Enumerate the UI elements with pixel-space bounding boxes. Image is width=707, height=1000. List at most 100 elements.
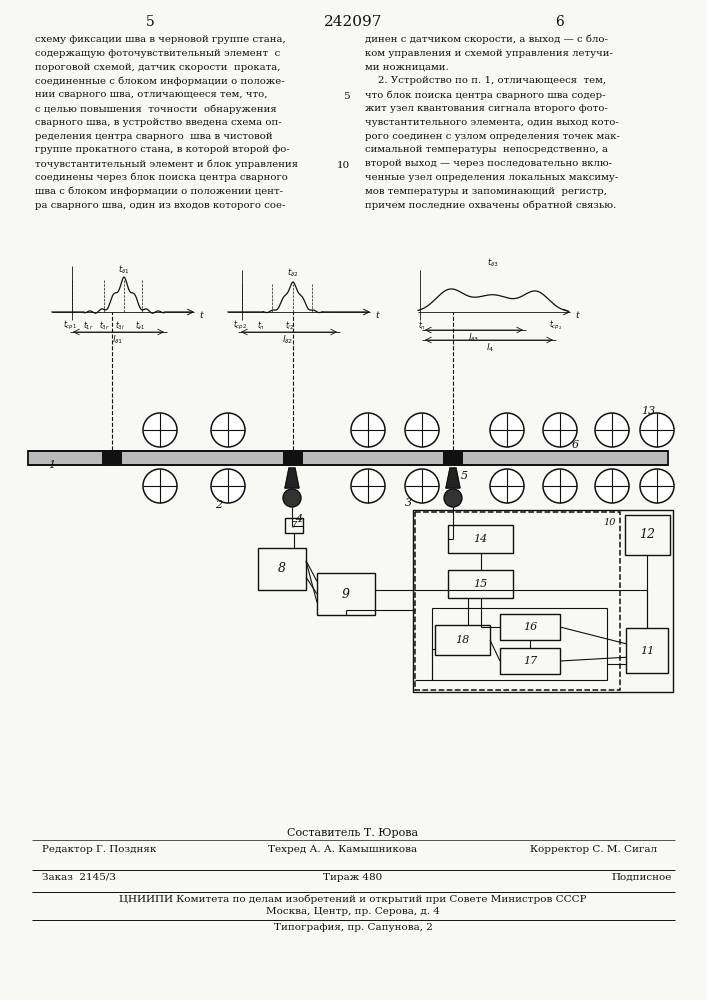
Text: что блок поиска центра сварного шва содер-: что блок поиска центра сварного шва соде… xyxy=(365,90,605,100)
Text: Заказ  2145/3: Заказ 2145/3 xyxy=(42,873,116,882)
Circle shape xyxy=(211,413,245,447)
Text: мов температуры и запоминающий  регистр,: мов температуры и запоминающий регистр, xyxy=(365,187,607,196)
Circle shape xyxy=(211,469,245,503)
Text: ра сварного шва, один из входов которого сое-: ра сварного шва, один из входов которого… xyxy=(35,201,286,210)
Bar xyxy=(625,515,670,555)
Text: 17: 17 xyxy=(523,656,537,666)
Bar xyxy=(283,450,303,466)
Text: 10: 10 xyxy=(604,518,616,527)
Text: с целью повышения  точности  обнаружения: с целью повышения точности обнаружения xyxy=(35,104,276,113)
Text: $l_4$: $l_4$ xyxy=(486,342,494,355)
Text: 15: 15 xyxy=(474,579,488,589)
Text: 1: 1 xyxy=(48,460,55,470)
Text: $t_{\partial3}$: $t_{\partial3}$ xyxy=(487,256,499,269)
Circle shape xyxy=(595,469,629,503)
Circle shape xyxy=(595,413,629,447)
Text: $t_n$: $t_n$ xyxy=(257,319,265,332)
Text: динен с датчиком скорости, а выход — с бло-: динен с датчиком скорости, а выход — с б… xyxy=(365,35,608,44)
Circle shape xyxy=(283,489,301,507)
Bar xyxy=(626,628,668,673)
Text: $t_{\partial1}$: $t_{\partial1}$ xyxy=(118,263,129,276)
Circle shape xyxy=(143,469,177,503)
Text: 5: 5 xyxy=(461,471,468,481)
Text: чувстантительного элемента, один выход кото-: чувстантительного элемента, один выход к… xyxy=(365,118,619,127)
Text: нии сварного шва, отличающееся тем, что,: нии сварного шва, отличающееся тем, что, xyxy=(35,90,267,99)
Text: 8: 8 xyxy=(278,562,286,576)
Bar xyxy=(448,525,513,553)
Text: 7: 7 xyxy=(291,521,297,530)
Bar xyxy=(448,570,513,598)
Text: Тираж 480: Тираж 480 xyxy=(323,873,382,882)
Text: $l_{\partial2}$: $l_{\partial2}$ xyxy=(282,334,293,347)
Text: содержащую фоточувствительный элемент  с: содержащую фоточувствительный элемент с xyxy=(35,49,280,58)
Text: 3: 3 xyxy=(405,498,412,508)
Text: 18: 18 xyxy=(455,635,469,645)
Polygon shape xyxy=(446,468,460,488)
Text: ЦНИИПИ Комитета по делам изобретений и открытий при Совете Министров СССР: ЦНИИПИ Комитета по делам изобретений и о… xyxy=(119,894,587,904)
Bar xyxy=(432,608,607,680)
Circle shape xyxy=(490,413,524,447)
Circle shape xyxy=(543,469,577,503)
Polygon shape xyxy=(285,468,299,488)
Circle shape xyxy=(490,469,524,503)
Text: сварного шва, в устройство введена схема оп-: сварного шва, в устройство введена схема… xyxy=(35,118,281,127)
Circle shape xyxy=(351,469,385,503)
Text: ченные узел определения локальных максиму-: ченные узел определения локальных максим… xyxy=(365,173,618,182)
Text: точувстантительный элемент и блок управления: точувстантительный элемент и блок управл… xyxy=(35,159,298,169)
Text: $t_{cp1}$: $t_{cp1}$ xyxy=(63,319,77,332)
Text: 2: 2 xyxy=(215,500,222,510)
Text: ком управления и схемой управления летучи-: ком управления и схемой управления летуч… xyxy=(365,49,613,58)
Bar xyxy=(28,451,668,465)
Bar xyxy=(102,450,122,466)
Text: соединены через блок поиска центра сварного: соединены через блок поиска центра сварн… xyxy=(35,173,288,182)
Text: t: t xyxy=(199,310,203,320)
Text: $l_{\partial3}$: $l_{\partial3}$ xyxy=(468,332,479,344)
Text: группе прокатного стана, в которой второй фо-: группе прокатного стана, в которой второ… xyxy=(35,145,290,154)
Bar xyxy=(413,510,673,692)
Circle shape xyxy=(640,469,674,503)
Circle shape xyxy=(405,469,439,503)
Text: соединенные с блоком информации о положе-: соединенные с блоком информации о положе… xyxy=(35,76,285,86)
Text: Редактор Г. Поздняк: Редактор Г. Поздняк xyxy=(42,845,156,854)
Text: $t_{\partial1}$: $t_{\partial1}$ xyxy=(135,319,146,332)
Circle shape xyxy=(405,413,439,447)
Text: рого соединен с узлом определения точек мак-: рого соединен с узлом определения точек … xyxy=(365,132,620,141)
Text: $t_{cp_2}$: $t_{cp_2}$ xyxy=(549,319,563,332)
Text: 16: 16 xyxy=(523,622,537,632)
Bar xyxy=(435,625,490,655)
Circle shape xyxy=(640,413,674,447)
Text: t: t xyxy=(575,310,579,320)
Text: 12: 12 xyxy=(640,528,655,542)
Text: 9: 9 xyxy=(342,587,350,600)
Text: 5: 5 xyxy=(344,92,350,101)
Text: $t_{\partial2}$: $t_{\partial2}$ xyxy=(287,266,299,279)
Text: 10: 10 xyxy=(337,161,350,170)
Text: Москва, Центр, пр. Серова, д. 4: Москва, Центр, пр. Серова, д. 4 xyxy=(266,907,440,916)
Text: 13: 13 xyxy=(641,406,655,416)
Text: 5: 5 xyxy=(146,15,154,29)
Text: шва с блоком информации о положении цент-: шва с блоком информации о положении цент… xyxy=(35,187,283,196)
Text: пороговой схемой, датчик скорости  проката,: пороговой схемой, датчик скорости прокат… xyxy=(35,63,281,72)
Text: $t_{3l}$: $t_{3l}$ xyxy=(115,319,125,332)
Text: жит узел квантования сигнала второго фото-: жит узел квантования сигнала второго фот… xyxy=(365,104,608,113)
Text: 14: 14 xyxy=(474,534,488,544)
Text: Корректор С. М. Сигал: Корректор С. М. Сигал xyxy=(530,845,657,854)
Bar xyxy=(500,614,560,640)
Text: 4: 4 xyxy=(295,514,302,524)
Circle shape xyxy=(351,413,385,447)
Text: схему фиксации шва в черновой группе стана,: схему фиксации шва в черновой группе ста… xyxy=(35,35,286,44)
Text: 11: 11 xyxy=(640,646,654,656)
Text: t: t xyxy=(375,310,379,320)
Text: ределения центра сварного  шва в чистовой: ределения центра сварного шва в чистовой xyxy=(35,132,273,141)
Text: $l_{\partial1}$: $l_{\partial1}$ xyxy=(112,334,124,347)
Text: 2. Устройство по п. 1, отличающееся  тем,: 2. Устройство по п. 1, отличающееся тем, xyxy=(365,76,606,85)
Bar xyxy=(317,573,375,615)
Text: 242097: 242097 xyxy=(324,15,382,29)
Bar xyxy=(443,450,463,466)
Text: 6: 6 xyxy=(572,440,579,450)
Text: $t_{3r}$: $t_{3r}$ xyxy=(98,319,110,332)
Bar xyxy=(415,512,620,690)
Text: причем последние охвачены обратной связью.: причем последние охвачены обратной связь… xyxy=(365,201,617,210)
Text: второй выход — через последовательно вклю-: второй выход — через последовательно вкл… xyxy=(365,159,612,168)
Text: 6: 6 xyxy=(556,15,564,29)
